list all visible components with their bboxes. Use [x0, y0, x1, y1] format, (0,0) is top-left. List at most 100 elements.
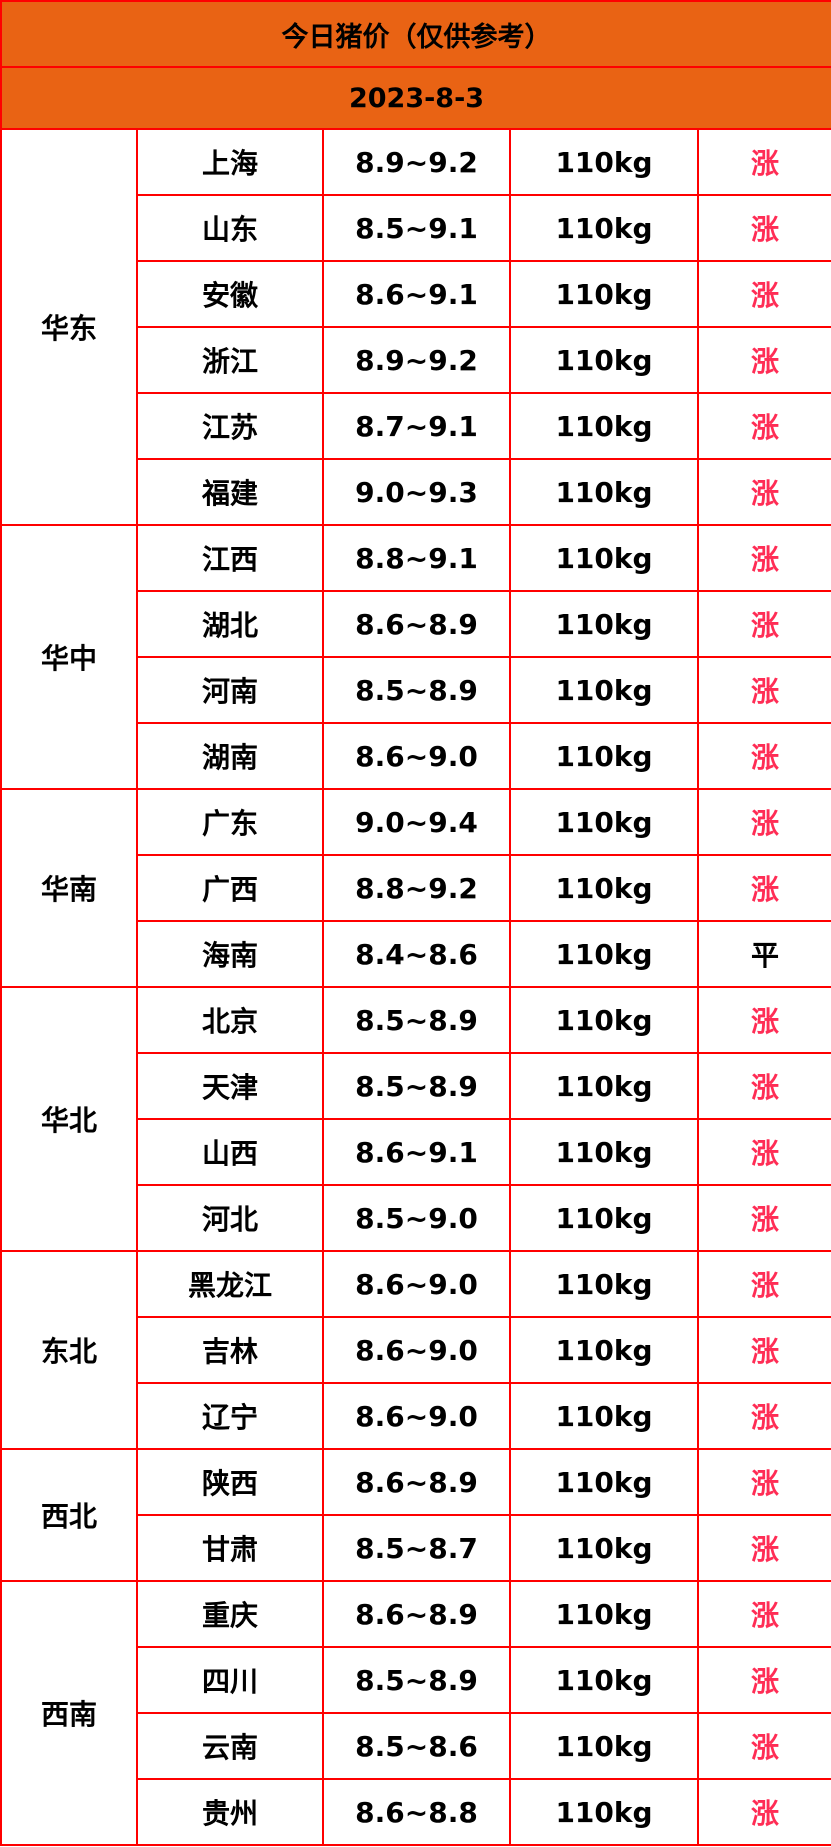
weight-cell: 110kg — [509, 920, 699, 988]
price-cell: 9.0~9.4 — [322, 788, 511, 856]
price-cell: 8.6~8.9 — [322, 1448, 511, 1516]
weight-cell: 110kg — [509, 458, 699, 526]
trend-cell: 涨 — [696, 722, 831, 790]
trend-cell: 涨 — [696, 1646, 831, 1714]
trend-cell: 涨 — [696, 194, 831, 262]
price-cell: 8.9~9.2 — [322, 128, 511, 196]
province-cell: 湖南 — [136, 722, 324, 790]
trend-cell: 涨 — [696, 458, 831, 526]
price-cell: 8.8~9.2 — [322, 854, 511, 922]
trend-cell: 涨 — [696, 590, 831, 658]
province-cell: 江西 — [136, 524, 324, 592]
weight-cell: 110kg — [509, 1052, 699, 1120]
table-row: 西南 重庆 8.6~8.9 110kg 涨 — [0, 1580, 831, 1846]
price-cell: 8.6~8.9 — [322, 590, 511, 658]
weight-cell: 110kg — [509, 656, 699, 724]
trend-cell: 涨 — [696, 1712, 831, 1780]
trend-cell: 涨 — [696, 1118, 831, 1186]
price-cell: 8.5~8.9 — [322, 656, 511, 724]
price-cell: 9.0~9.3 — [322, 458, 511, 526]
weight-cell: 110kg — [509, 128, 699, 196]
table-row: 海南 8.4~8.6 110kg 平 — [1, 920, 831, 988]
region-cell: 华东 — [0, 128, 138, 526]
province-cell: 陕西 — [136, 1448, 324, 1516]
table-row: 华北 北京 8.5~8.9 110kg 涨 — [0, 986, 831, 1252]
region-cell: 西南 — [0, 1580, 138, 1846]
province-cell: 四川 — [136, 1646, 324, 1714]
province-cell: 北京 — [136, 986, 324, 1054]
trend-cell: 涨 — [696, 986, 831, 1054]
province-cell: 安徽 — [136, 260, 324, 328]
table-row: 山东 8.5~9.1 110kg 涨 — [1, 194, 831, 262]
weight-cell: 110kg — [509, 260, 699, 328]
price-cell: 8.6~8.9 — [322, 1580, 511, 1648]
province-cell: 上海 — [136, 128, 324, 196]
trend-cell: 涨 — [696, 788, 831, 856]
weight-cell: 110kg — [509, 788, 699, 856]
table-row: 云南 8.5~8.6 110kg 涨 — [1, 1712, 831, 1780]
table-date: 2023-8-3 — [0, 66, 831, 130]
weight-cell: 110kg — [509, 590, 699, 658]
table-row: 湖南 8.6~9.0 110kg 涨 — [1, 722, 831, 790]
table-row: 东北 黑龙江 8.6~9.0 110kg 涨 — [0, 1250, 831, 1450]
region-cell: 西北 — [0, 1448, 138, 1582]
province-cell: 山西 — [136, 1118, 324, 1186]
table-row: 四川 8.5~8.9 110kg 涨 — [1, 1646, 831, 1714]
price-cell: 8.6~9.0 — [322, 1316, 511, 1384]
table-row: 安徽 8.6~9.1 110kg 涨 — [1, 260, 831, 328]
trend-cell: 涨 — [696, 326, 831, 394]
province-cell: 广东 — [136, 788, 324, 856]
trend-cell: 涨 — [696, 1184, 831, 1252]
province-cell: 甘肃 — [136, 1514, 324, 1582]
weight-cell: 110kg — [509, 392, 699, 460]
table-row: 山西 8.6~9.1 110kg 涨 — [1, 1118, 831, 1186]
weight-cell: 110kg — [509, 1118, 699, 1186]
province-cell: 广西 — [136, 854, 324, 922]
price-cell: 8.4~8.6 — [322, 920, 511, 988]
weight-cell: 110kg — [509, 194, 699, 262]
province-cell: 贵州 — [136, 1778, 324, 1846]
table-row: 河北 8.5~9.0 110kg 涨 — [1, 1184, 831, 1252]
trend-cell: 涨 — [696, 128, 831, 196]
price-cell: 8.5~9.0 — [322, 1184, 511, 1252]
table-row: 天津 8.5~8.9 110kg 涨 — [1, 1052, 831, 1120]
price-cell: 8.6~9.0 — [322, 1250, 511, 1318]
weight-cell: 110kg — [509, 1316, 699, 1384]
weight-cell: 110kg — [509, 986, 699, 1054]
weight-cell: 110kg — [509, 722, 699, 790]
trend-cell: 涨 — [696, 1316, 831, 1384]
weight-cell: 110kg — [509, 1712, 699, 1780]
table-row: 浙江 8.9~9.2 110kg 涨 — [1, 326, 831, 394]
price-cell: 8.6~9.0 — [322, 722, 511, 790]
trend-cell: 涨 — [696, 656, 831, 724]
province-cell: 天津 — [136, 1052, 324, 1120]
trend-cell: 涨 — [696, 392, 831, 460]
price-cell: 8.5~8.9 — [322, 1052, 511, 1120]
trend-cell: 平 — [696, 920, 831, 988]
table-title: 今日猪价（仅供参考） — [0, 0, 831, 68]
table-row: 广西 8.8~9.2 110kg 涨 — [1, 854, 831, 922]
price-cell: 8.5~9.1 — [322, 194, 511, 262]
region-cell: 华北 — [0, 986, 138, 1252]
province-cell: 辽宁 — [136, 1382, 324, 1450]
price-cell: 8.7~9.1 — [322, 392, 511, 460]
table-row: 贵州 8.6~8.8 110kg 涨 — [1, 1778, 831, 1846]
table-row: 吉林 8.6~9.0 110kg 涨 — [1, 1316, 831, 1384]
province-cell: 重庆 — [136, 1580, 324, 1648]
weight-cell: 110kg — [509, 854, 699, 922]
price-cell: 8.5~8.7 — [322, 1514, 511, 1582]
region-cell: 华中 — [0, 524, 138, 790]
province-cell: 湖北 — [136, 590, 324, 658]
weight-cell: 110kg — [509, 524, 699, 592]
table-row: 福建 9.0~9.3 110kg 涨 — [1, 458, 831, 526]
price-cell: 8.5~8.9 — [322, 986, 511, 1054]
table-row: 甘肃 8.5~8.7 110kg 涨 — [1, 1514, 831, 1582]
price-cell: 8.5~8.9 — [322, 1646, 511, 1714]
trend-cell: 涨 — [696, 1514, 831, 1582]
price-cell: 8.6~9.1 — [322, 1118, 511, 1186]
region-cell: 东北 — [0, 1250, 138, 1450]
province-cell: 海南 — [136, 920, 324, 988]
province-cell: 江苏 — [136, 392, 324, 460]
table-row: 江苏 8.7~9.1 110kg 涨 — [1, 392, 831, 460]
